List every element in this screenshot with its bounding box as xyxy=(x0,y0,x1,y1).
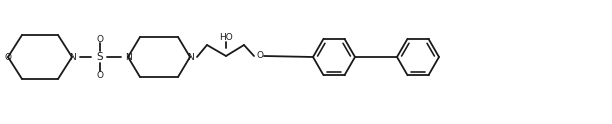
Text: N: N xyxy=(187,52,193,62)
Text: O: O xyxy=(4,52,12,62)
Text: N: N xyxy=(70,52,76,62)
Text: O: O xyxy=(97,34,103,44)
Text: N: N xyxy=(125,52,132,62)
Text: S: S xyxy=(97,52,103,62)
Text: HO: HO xyxy=(219,33,233,43)
Text: O: O xyxy=(256,51,264,61)
Text: O: O xyxy=(97,71,103,79)
